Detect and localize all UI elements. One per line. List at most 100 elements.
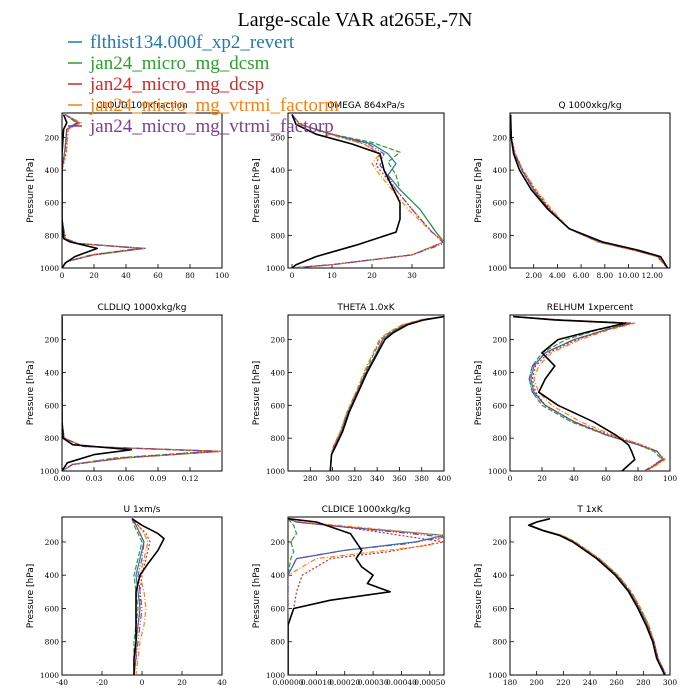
series-line-6 — [62, 316, 133, 471]
x-tick-label: 0 — [290, 271, 295, 280]
series-line-1 — [329, 316, 444, 471]
series-group — [62, 114, 146, 268]
y-tick-label: 800 — [45, 231, 60, 240]
chart-panel-4: 0.00 0.03 0.06 0.09 0.12 200 400 600 800 1000 CLDL… — [26, 303, 223, 483]
y-tick-label: 1000 — [266, 671, 285, 680]
y-tick-label: 600 — [493, 604, 508, 613]
x-tick-label: 0 — [60, 271, 65, 280]
series-line-3 — [291, 114, 444, 268]
chart-panel-9: 180 200 220 240 260 280 300 200 400 600 800 1000 T 1… — [474, 505, 677, 687]
x-tick-label: 60 — [153, 271, 163, 280]
x-tick-label: 220 — [556, 678, 571, 687]
y-tick-label: 200 — [45, 336, 60, 345]
plot-frame — [287, 314, 445, 472]
y-tick-label: 800 — [493, 638, 508, 647]
y-axis-label: Pressure [hPa] — [252, 564, 262, 629]
series-line-6 — [510, 114, 669, 268]
panel-title: RELHUM 1xpercent — [547, 303, 634, 313]
y-axis-label: Pressure [hPa] — [474, 361, 484, 426]
x-tick-label: -20 — [96, 678, 108, 687]
series-line-5 — [529, 518, 667, 675]
y-tick-label: 400 — [45, 166, 60, 175]
chart-panel-6: 0 20 40 60 80 100 200 400 600 800 1000 RELHUM 1xper… — [474, 303, 677, 483]
series-line-5 — [288, 518, 444, 675]
y-axis-label: Pressure [hPa] — [26, 564, 36, 629]
panel-title: CLOUD 100xfraction — [96, 101, 188, 111]
y-tick-label: 1000 — [40, 467, 59, 476]
y-tick-label: 200 — [493, 538, 508, 547]
series-group — [510, 114, 669, 268]
chart-panel-5: 280 300 320 340 360 380 400 200 400 600 800 1000 THE… — [252, 303, 451, 483]
y-tick-label: 200 — [45, 133, 60, 142]
x-tick-label: 280 — [636, 678, 651, 687]
y-tick-label: 1000 — [40, 264, 59, 273]
y-tick-label: 800 — [271, 231, 286, 240]
series-line-4 — [131, 518, 149, 675]
y-tick-label: 400 — [45, 571, 60, 580]
series-line-6 — [329, 315, 444, 471]
panel-title: CLDLIQ 1000xkg/kg — [98, 303, 187, 313]
series-line-3 — [288, 518, 444, 675]
series-group — [288, 517, 444, 675]
x-tick-label: 2.00 — [525, 271, 542, 280]
series-line-2 — [131, 518, 143, 675]
series-group — [291, 114, 444, 268]
y-tick-label: 800 — [45, 638, 60, 647]
x-tick-label: 240 — [583, 678, 598, 687]
panel-title: Q 1000xkg/kg — [558, 101, 621, 111]
x-tick-label: 0.00020 — [329, 678, 360, 687]
x-tick-label: 180 — [503, 678, 518, 687]
legend-entry: jan24_micro_mg_vtrmi_factorp — [68, 116, 334, 137]
series-line-4 — [62, 316, 222, 471]
legend-label: jan24_micro_mg_vtrmi_factorp — [89, 116, 334, 137]
y-tick-label: 400 — [493, 166, 508, 175]
x-tick-label: 0 — [140, 678, 145, 687]
y-tick-label: 800 — [493, 434, 508, 443]
y-tick-label: 1000 — [488, 671, 507, 680]
series-line-5 — [131, 518, 145, 675]
chart-panel-7: -40 -20 0 20 40 200 400 600 800 1000 U 1xm/s Pressu… — [26, 505, 227, 687]
y-tick-label: 400 — [45, 368, 60, 377]
x-tick-label: 40 — [217, 678, 227, 687]
legend-label: jan24_micro_mg_vtrmi_factorm — [89, 95, 339, 116]
x-tick-label: 8.00 — [596, 271, 613, 280]
y-axis-label: Pressure [hPa] — [252, 361, 262, 426]
x-tick-label: 0.06 — [118, 474, 135, 483]
x-tick-label: 0.00050 — [414, 678, 445, 687]
x-tick-label: 12.00 — [641, 271, 663, 280]
series-line-4 — [529, 518, 667, 675]
series-line-5 — [510, 114, 669, 268]
series-line-4 — [329, 316, 444, 471]
series-line-4 — [288, 518, 444, 675]
series-line-6 — [527, 517, 666, 675]
y-tick-label: 400 — [493, 368, 508, 377]
x-tick-label: 360 — [392, 474, 407, 483]
plot-frame — [287, 112, 445, 269]
y-tick-label: 1000 — [266, 264, 285, 273]
y-tick-label: 400 — [271, 571, 286, 580]
plot-frame — [61, 314, 223, 472]
y-tick-label: 200 — [45, 538, 60, 547]
y-tick-label: 600 — [45, 401, 60, 410]
series-line-1 — [62, 316, 222, 471]
plot-frame — [509, 516, 671, 676]
x-tick-label: 0.00030 — [358, 678, 389, 687]
x-tick-label: 200 — [530, 678, 545, 687]
legend-entry: jan24_micro_mg_dcsm — [68, 53, 270, 74]
y-axis-label: Pressure [hPa] — [26, 158, 36, 223]
legend-entry: jan24_micro_mg_dcsp — [68, 74, 264, 95]
y-tick-label: 800 — [271, 638, 286, 647]
x-tick-label: 4.00 — [549, 271, 566, 280]
y-axis-label: Pressure [hPa] — [26, 361, 36, 426]
y-tick-label: 200 — [271, 133, 286, 142]
y-tick-label: 600 — [45, 604, 60, 613]
x-tick-label: -40 — [56, 678, 68, 687]
series-line-1 — [529, 518, 667, 675]
series-line-1 — [510, 114, 669, 268]
panel-title: T 1xK — [576, 505, 603, 515]
y-tick-label: 400 — [493, 571, 508, 580]
series-line-5 — [329, 316, 444, 471]
legend-label: flthist134.000f_xp2_revert — [90, 32, 295, 53]
series-line-2 — [329, 316, 444, 471]
chart-panel-2: 0 10 20 30 200 400 600 800 1000 OMEGA 864xPa/s Pre… — [252, 101, 445, 280]
